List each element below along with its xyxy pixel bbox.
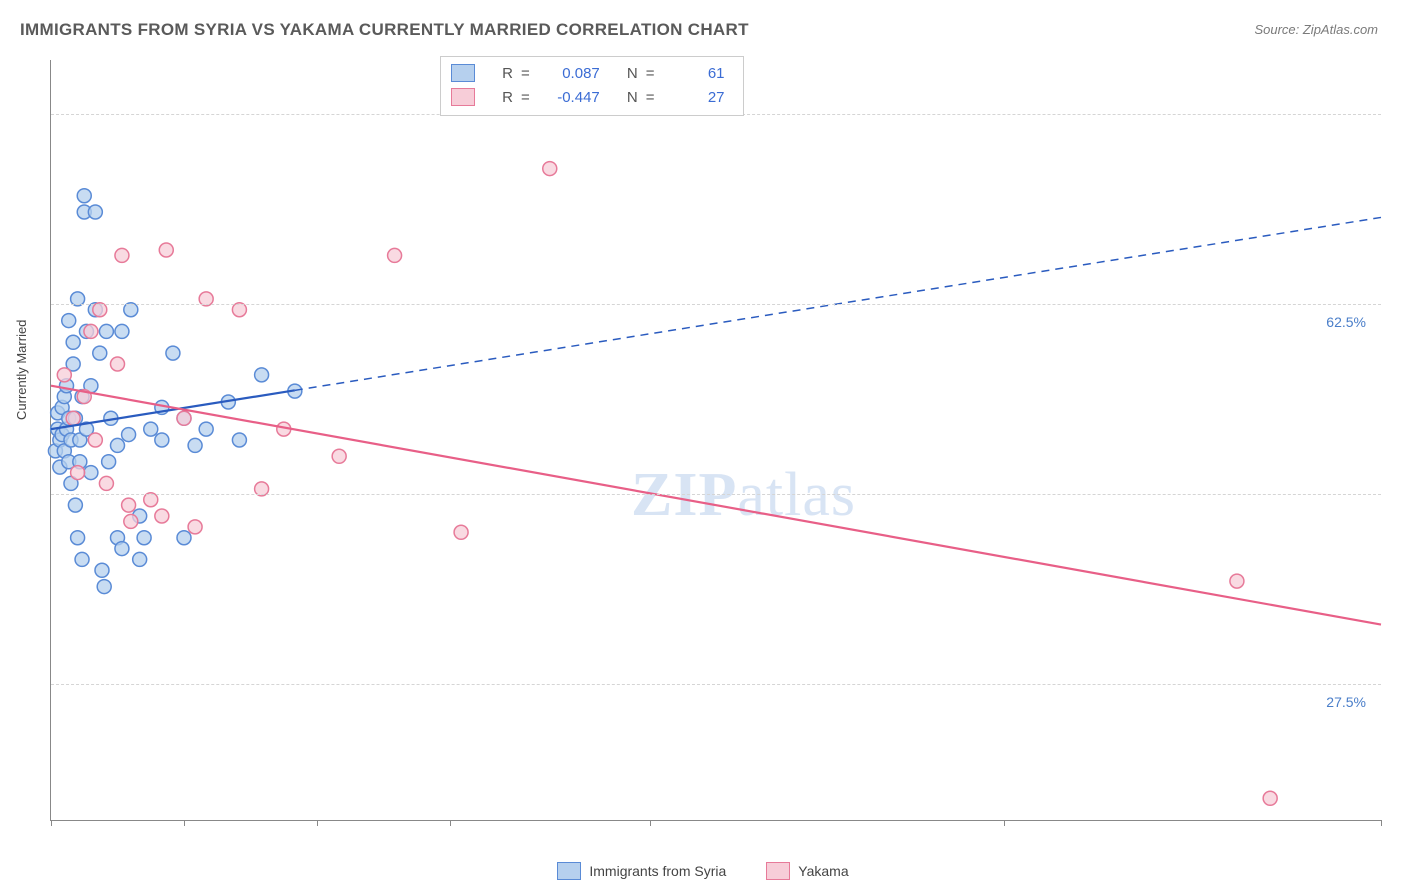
- series-legend: Immigrants from Syria Yakama: [0, 862, 1406, 880]
- gridline-h: [51, 494, 1381, 495]
- data-point-syria: [88, 205, 102, 219]
- y-axis-title: Currently Married: [14, 320, 29, 420]
- swatch-syria: [557, 862, 581, 880]
- data-point-syria: [177, 531, 191, 545]
- data-point-yakama: [159, 243, 173, 257]
- x-tick: [51, 820, 52, 826]
- data-point-syria: [62, 314, 76, 328]
- data-point-syria: [144, 422, 158, 436]
- data-point-syria: [133, 552, 147, 566]
- data-point-syria: [95, 563, 109, 577]
- swatch-yakama: [451, 88, 475, 106]
- x-tick: [184, 820, 185, 826]
- x-tick: [317, 820, 318, 826]
- data-point-yakama: [543, 162, 557, 176]
- swatch-yakama: [766, 862, 790, 880]
- data-point-yakama: [122, 498, 136, 512]
- data-point-syria: [93, 346, 107, 360]
- data-point-syria: [84, 466, 98, 480]
- y-tick-label: 62.5%: [1326, 314, 1366, 330]
- r-label: R: [483, 65, 513, 82]
- legend-label-yakama: Yakama: [798, 863, 848, 879]
- legend-item-yakama: Yakama: [766, 862, 848, 880]
- r-val-yakama: -0.447: [538, 89, 600, 106]
- chart-title: IMMIGRANTS FROM SYRIA VS YAKAMA CURRENTL…: [20, 20, 749, 40]
- data-point-syria: [255, 368, 269, 382]
- data-point-yakama: [388, 248, 402, 262]
- stats-row-syria: R = 0.087 N = 61: [451, 61, 725, 85]
- x-tick: [1381, 820, 1382, 826]
- data-point-syria: [102, 455, 116, 469]
- eq: =: [521, 89, 530, 106]
- data-point-syria: [66, 335, 80, 349]
- n-val-syria: 61: [663, 65, 725, 82]
- data-point-syria: [77, 189, 91, 203]
- eq: =: [521, 65, 530, 82]
- gridline-h: [51, 304, 1381, 305]
- data-point-yakama: [188, 520, 202, 534]
- data-point-yakama: [155, 509, 169, 523]
- r-label: R: [483, 89, 513, 106]
- r-val-syria: 0.087: [538, 65, 600, 82]
- eq: =: [646, 89, 655, 106]
- data-point-syria: [115, 324, 129, 338]
- data-point-yakama: [99, 476, 113, 490]
- x-tick: [650, 820, 651, 826]
- data-point-yakama: [57, 368, 71, 382]
- data-point-syria: [115, 542, 129, 556]
- n-label: N: [608, 89, 638, 106]
- data-point-yakama: [115, 248, 129, 262]
- data-point-syria: [199, 422, 213, 436]
- plot-area: ZIPatlas 27.5%62.5%: [50, 60, 1381, 821]
- data-point-yakama: [111, 357, 125, 371]
- data-point-yakama: [66, 411, 80, 425]
- data-point-syria: [71, 531, 85, 545]
- data-point-syria: [137, 531, 151, 545]
- data-point-syria: [188, 438, 202, 452]
- swatch-syria: [451, 64, 475, 82]
- n-label: N: [608, 65, 638, 82]
- data-point-yakama: [124, 514, 138, 528]
- data-point-yakama: [88, 433, 102, 447]
- stats-row-yakama: R = -0.447 N = 27: [451, 85, 725, 109]
- chart-svg: [51, 60, 1381, 820]
- legend-label-syria: Immigrants from Syria: [589, 863, 726, 879]
- data-point-syria: [99, 324, 113, 338]
- data-point-yakama: [71, 466, 85, 480]
- data-point-yakama: [1230, 574, 1244, 588]
- data-point-syria: [122, 428, 136, 442]
- stats-legend: R = 0.087 N = 61 R = -0.447 N = 27: [440, 56, 744, 116]
- x-tick: [1004, 820, 1005, 826]
- data-point-yakama: [84, 324, 98, 338]
- data-point-syria: [111, 438, 125, 452]
- gridline-h: [51, 684, 1381, 685]
- data-point-yakama: [1263, 791, 1277, 805]
- data-point-syria: [166, 346, 180, 360]
- data-point-syria: [68, 498, 82, 512]
- source-label: Source: ZipAtlas.com: [1254, 22, 1378, 37]
- n-val-yakama: 27: [663, 89, 725, 106]
- eq: =: [646, 65, 655, 82]
- data-point-syria: [232, 433, 246, 447]
- data-point-yakama: [332, 449, 346, 463]
- legend-item-syria: Immigrants from Syria: [557, 862, 726, 880]
- data-point-yakama: [177, 411, 191, 425]
- regression-line-yakama: [51, 386, 1381, 625]
- data-point-yakama: [454, 525, 468, 539]
- data-point-syria: [155, 433, 169, 447]
- x-tick: [450, 820, 451, 826]
- data-point-syria: [75, 552, 89, 566]
- data-point-syria: [97, 580, 111, 594]
- y-tick-label: 27.5%: [1326, 694, 1366, 710]
